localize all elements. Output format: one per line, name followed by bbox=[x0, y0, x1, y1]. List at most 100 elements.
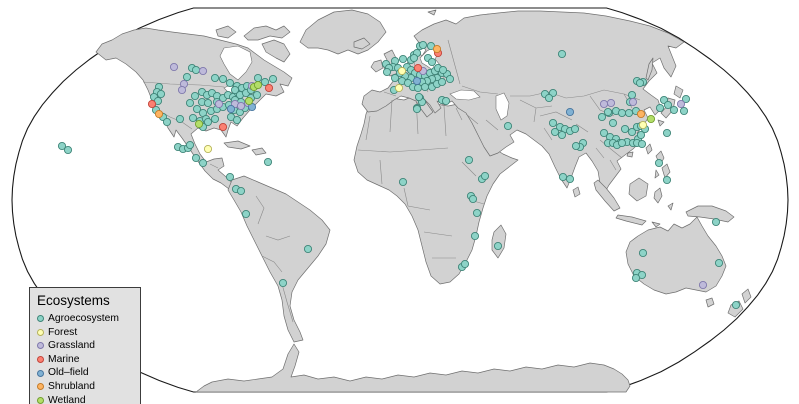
site-marker bbox=[268, 74, 278, 84]
site-marker bbox=[427, 57, 437, 67]
site-marker bbox=[398, 54, 408, 64]
legend-item-label: Shrubland bbox=[48, 380, 95, 392]
site-marker bbox=[662, 128, 672, 138]
site-marker bbox=[437, 77, 447, 87]
legend-item: Forest bbox=[37, 326, 133, 340]
site-marker bbox=[169, 62, 179, 72]
legend-swatch-circle bbox=[37, 369, 44, 377]
site-marker bbox=[654, 158, 664, 168]
site-marker bbox=[472, 208, 482, 218]
site-marker bbox=[608, 118, 618, 128]
site-marker bbox=[218, 74, 228, 84]
site-marker bbox=[210, 73, 220, 83]
site-marker bbox=[620, 124, 630, 134]
site-marker bbox=[628, 97, 638, 107]
site-marker bbox=[470, 231, 480, 241]
landmass-indonesia bbox=[593, 177, 674, 228]
site-marker bbox=[631, 273, 641, 283]
site-marker bbox=[438, 65, 448, 75]
site-marker bbox=[394, 83, 404, 93]
landmass-australia bbox=[625, 216, 727, 295]
site-marker bbox=[253, 73, 263, 83]
site-marker bbox=[669, 105, 679, 115]
site-marker bbox=[154, 109, 164, 119]
site-marker bbox=[182, 72, 192, 82]
site-marker bbox=[203, 144, 213, 154]
site-marker bbox=[63, 145, 73, 155]
site-marker bbox=[493, 241, 503, 251]
legend-item: Wetland bbox=[37, 394, 133, 404]
site-marker bbox=[557, 130, 567, 140]
site-marker bbox=[57, 141, 67, 151]
site-marker bbox=[225, 172, 235, 182]
black-sea bbox=[449, 89, 481, 101]
legend-item: Shrubland bbox=[37, 380, 133, 394]
site-marker bbox=[624, 108, 634, 118]
legend-item-label: Agroecosystem bbox=[48, 313, 119, 324]
site-marker bbox=[663, 100, 673, 110]
site-marker bbox=[480, 171, 490, 181]
site-marker bbox=[698, 280, 708, 290]
legend-item-label: Marine bbox=[48, 353, 80, 365]
site-marker bbox=[253, 80, 263, 90]
site-marker bbox=[191, 65, 201, 75]
site-marker bbox=[468, 194, 478, 204]
site-marker bbox=[198, 66, 208, 76]
site-marker bbox=[606, 98, 616, 108]
site-marker bbox=[218, 122, 228, 132]
legend-item-label: Grassland bbox=[48, 340, 95, 352]
site-marker bbox=[557, 49, 567, 59]
site-marker bbox=[460, 259, 470, 269]
site-marker bbox=[162, 117, 172, 127]
site-marker bbox=[398, 177, 408, 187]
site-marker bbox=[214, 99, 224, 109]
site-marker bbox=[636, 130, 646, 140]
site-marker bbox=[570, 124, 580, 134]
site-marker bbox=[397, 66, 407, 76]
legend-swatch-circle bbox=[37, 356, 44, 364]
site-marker bbox=[627, 127, 637, 137]
legend-item-label: Wetland bbox=[48, 394, 86, 404]
site-marker bbox=[413, 83, 423, 93]
site-marker bbox=[714, 258, 724, 268]
site-marker bbox=[503, 121, 513, 131]
legend-swatch-circle bbox=[37, 328, 44, 336]
site-marker bbox=[409, 53, 419, 63]
legend-item-label: Old–field bbox=[48, 367, 89, 379]
site-marker bbox=[441, 96, 451, 106]
landmass-tasmania bbox=[705, 297, 715, 308]
site-marker bbox=[565, 107, 575, 117]
site-marker bbox=[638, 248, 648, 258]
site-marker bbox=[203, 98, 213, 108]
legend-swatch-circle bbox=[37, 383, 44, 391]
site-marker bbox=[676, 99, 686, 109]
site-marker bbox=[236, 101, 246, 111]
site-marker bbox=[177, 85, 187, 95]
site-marker bbox=[418, 40, 428, 50]
landmass-sakhalin bbox=[645, 57, 654, 81]
landmass-new-guinea bbox=[685, 205, 735, 223]
legend-item: Marine bbox=[37, 353, 133, 367]
site-marker bbox=[646, 114, 656, 124]
site-marker bbox=[156, 89, 166, 99]
site-marker bbox=[303, 244, 313, 254]
site-marker bbox=[191, 153, 201, 163]
site-marker bbox=[263, 157, 273, 167]
site-marker bbox=[278, 278, 288, 288]
site-marker bbox=[210, 114, 220, 124]
site-marker bbox=[655, 103, 665, 113]
site-marker bbox=[571, 141, 581, 151]
site-marker bbox=[464, 155, 474, 165]
site-marker bbox=[550, 127, 560, 137]
landmass-africa bbox=[353, 95, 519, 285]
ecosystems-legend: Ecosystems Agroecosystem Forest Grassland M… bbox=[29, 287, 141, 404]
site-marker bbox=[413, 63, 423, 73]
site-marker bbox=[638, 120, 648, 130]
legend-item: Old–field bbox=[37, 366, 133, 380]
landmass-south-america bbox=[227, 175, 331, 343]
legend-item-label: Forest bbox=[48, 326, 78, 338]
site-marker bbox=[617, 138, 627, 148]
landmass-iceland bbox=[353, 37, 371, 50]
site-marker bbox=[603, 107, 613, 117]
legend-swatch-circle bbox=[37, 396, 44, 404]
